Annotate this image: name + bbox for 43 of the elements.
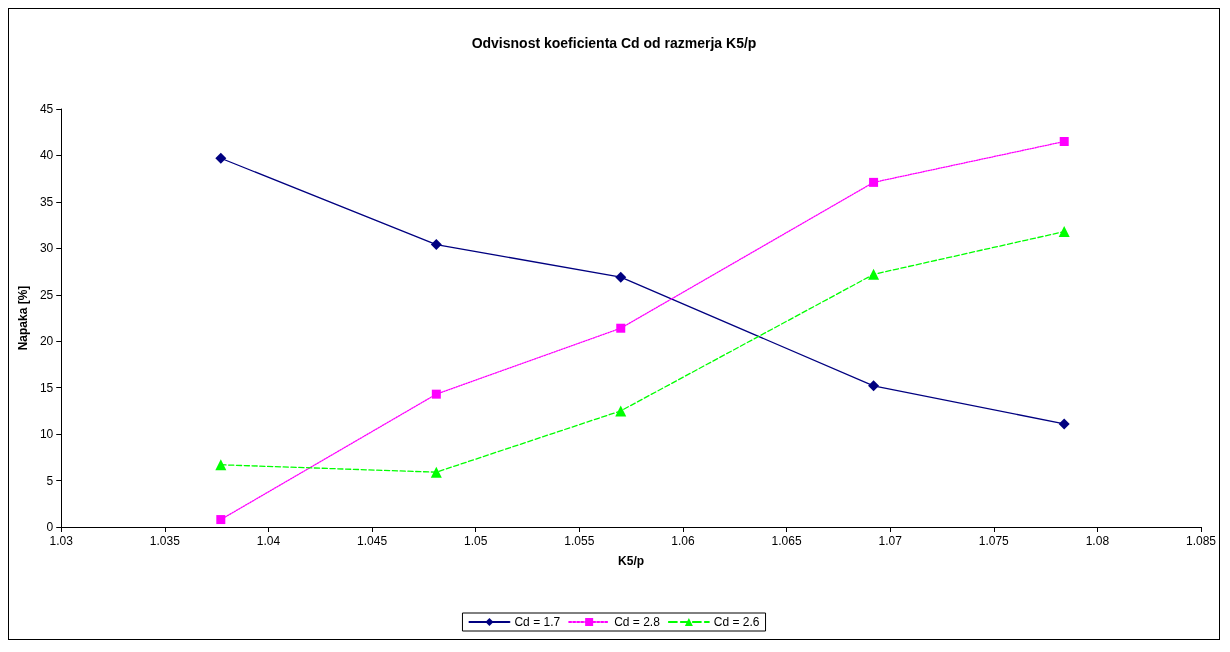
x-tick-label: 1.075 — [978, 534, 1010, 548]
legend-label: Cd = 1.7 — [514, 615, 561, 629]
x-tick-label: 1.035 — [149, 534, 181, 548]
point — [1058, 418, 1070, 430]
y-tick-label: 45 — [39, 102, 54, 116]
x-tick-label: 1.045 — [357, 534, 388, 548]
x-tick-label: 1.085 — [1185, 534, 1217, 548]
y-tick-label: 25 — [39, 287, 54, 302]
point — [615, 405, 627, 417]
x-tick-label: 1.055 — [564, 534, 595, 548]
x-tick-label: 1.06 — [671, 534, 695, 548]
x-tick-label: 1.07 — [878, 534, 903, 548]
point — [215, 459, 227, 471]
point — [868, 380, 880, 392]
point — [431, 389, 441, 399]
y-tick-label: 10 — [39, 427, 54, 442]
y-tick-label: 35 — [39, 194, 54, 209]
point — [430, 239, 442, 251]
x-tick-label: 1.04 — [256, 534, 281, 548]
point — [430, 466, 442, 478]
point — [615, 271, 627, 283]
y-tick-label: 0 — [46, 520, 54, 534]
x-tick-label: 1.065 — [771, 534, 802, 548]
point — [1058, 226, 1070, 238]
chart-title: Odvisnost koeficienta Cd od razmerja K5/p — [471, 35, 757, 51]
legend-label: Cd = 2.6 — [713, 615, 760, 629]
x-tick-label: 1.08 — [1085, 534, 1110, 548]
point — [868, 268, 880, 280]
y-tick-label: 15 — [39, 380, 54, 395]
y-tick-label: 40 — [39, 148, 54, 163]
y-axis-title: Napaka [%] — [16, 285, 30, 351]
y-tick-label: 30 — [39, 241, 54, 256]
y-tick-label: 5 — [46, 473, 54, 488]
point — [216, 515, 226, 525]
point — [215, 152, 227, 164]
y-tick-label: 20 — [39, 334, 54, 349]
x-tick-label: 1.03 — [49, 534, 74, 548]
legend-label: Cd = 2.8 — [614, 615, 661, 629]
point — [869, 177, 879, 187]
point — [616, 323, 626, 333]
point — [1059, 137, 1069, 147]
x-tick-label: 1.05 — [464, 534, 488, 548]
x-axis-title: K5/p — [618, 554, 645, 568]
